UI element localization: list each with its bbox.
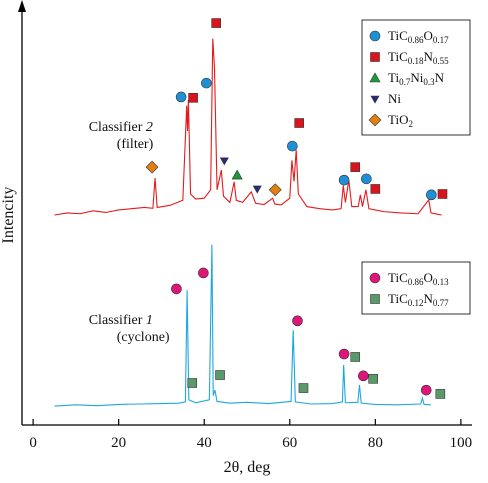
marker xyxy=(219,157,229,166)
marker xyxy=(231,169,243,180)
legend-label: TiC0.86O0.17 xyxy=(388,28,449,45)
marker xyxy=(201,77,212,89)
marker xyxy=(369,272,381,284)
marker xyxy=(298,383,309,393)
y-axis-label: Intencity xyxy=(0,187,17,244)
x-tick-label: 20 xyxy=(111,435,126,451)
marker xyxy=(368,113,382,127)
marker xyxy=(211,18,222,28)
legend-label: TiC0.12N0.77 xyxy=(388,291,449,308)
y-axis-arrow xyxy=(18,0,26,12)
legend-label: Ti0.7Ni0.3N xyxy=(388,70,445,87)
legend-label: TiC0.86O0.13 xyxy=(388,270,449,287)
marker xyxy=(294,118,304,128)
annotation: Classifier 2 xyxy=(89,120,153,135)
legend-box xyxy=(361,261,471,315)
x-tick-label: 60 xyxy=(282,435,297,451)
marker xyxy=(187,378,198,388)
marker xyxy=(370,184,381,194)
x-tick-label: 100 xyxy=(450,435,473,451)
marker xyxy=(420,384,432,396)
x-tick-label: 80 xyxy=(368,435,383,451)
marker xyxy=(426,189,437,201)
marker xyxy=(338,348,350,360)
marker xyxy=(287,140,298,152)
marker xyxy=(338,174,350,186)
annotation: Classifier 1 xyxy=(89,313,153,328)
marker xyxy=(188,93,198,103)
marker xyxy=(175,91,187,103)
marker xyxy=(369,30,381,42)
marker xyxy=(215,370,225,380)
annotation: (cyclone) xyxy=(117,330,170,345)
marker xyxy=(292,315,303,327)
marker xyxy=(435,389,446,399)
marker xyxy=(198,267,209,279)
xrd-line xyxy=(54,38,442,216)
marker xyxy=(145,160,159,174)
marker xyxy=(252,185,262,194)
marker xyxy=(358,370,369,382)
marker xyxy=(350,352,361,362)
marker xyxy=(350,162,361,172)
marker xyxy=(171,283,182,295)
legend-label: Ni xyxy=(388,91,401,106)
marker xyxy=(369,72,381,83)
x-axis-label: 2θ, deg xyxy=(224,459,271,476)
x-tick-label: 0 xyxy=(29,435,37,451)
legend-label: TiC0.18N0.55 xyxy=(388,49,449,66)
marker xyxy=(268,183,282,197)
annotation: (filter) xyxy=(117,137,154,152)
legend-box xyxy=(361,19,471,136)
marker xyxy=(437,189,448,199)
marker xyxy=(370,294,380,304)
marker xyxy=(370,52,380,62)
marker xyxy=(361,173,372,185)
marker xyxy=(370,95,380,104)
x-tick-label: 40 xyxy=(197,435,212,451)
legend-label: TiO2 xyxy=(388,112,413,129)
xrd-line xyxy=(54,244,431,407)
marker xyxy=(368,373,378,384)
